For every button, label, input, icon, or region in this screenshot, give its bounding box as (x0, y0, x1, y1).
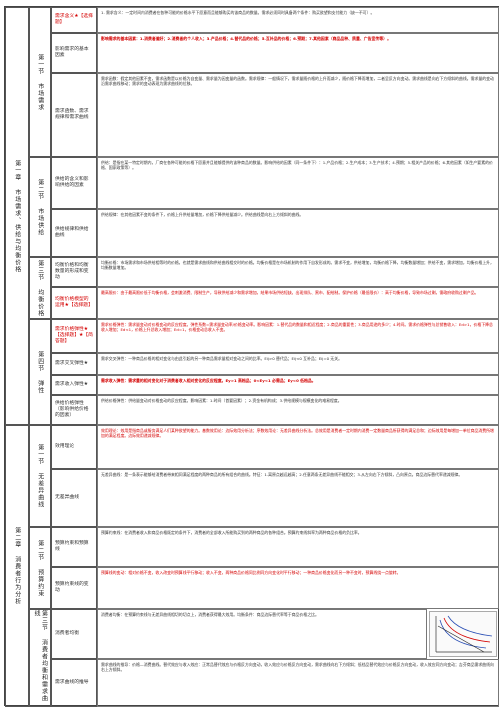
topic-supply-elasticity: 供给价格弹性（影响供给价格的因素） (51, 395, 97, 425)
indifference-curve-figure (429, 611, 497, 657)
topic-demand-function: 需求函数、需求规律和需求曲线 (51, 73, 97, 157)
note-consumer-equilibrium: 消费者均衡：在预算约束线与无差异曲线相切的切点上，消费者获得最大效用。均衡条件：… (97, 609, 427, 659)
note-budget-shift: 预算线的变动：相对价格不变，收入改变时预算线平行移动；收入不变，两种商品价格同比… (97, 567, 499, 609)
note-supply-elasticity: 供给价格弹性：供给量变动对价格变动的反应程度。影响因素：1.时间（首要因素）；2… (97, 395, 499, 425)
note-demand-derivation: 需求曲线的推导：价格—消费曲线。替代效应与收入效应：正常品替代效应与价格反方向变… (97, 659, 499, 707)
indifference-curve-graphic (435, 615, 493, 653)
topic-income-elasticity: 需求收入弹性★ (51, 375, 97, 395)
topic-price-elasticity: 需求价格弹性★【选择题】★【简答题】 (51, 319, 97, 353)
note-supply-definition: 供给：是指在某一特定时期内，厂商在各种可能的价格下愿意并且能够提供的该种商品的数… (97, 157, 499, 209)
section-1-2: 第二节 市场供给 (29, 157, 51, 257)
note-indifference-curve: 无差异曲线：是一条表示能够给消费者带来相同满足程度的两种商品的所有组合的曲线。特… (97, 469, 499, 527)
note-utility-theory: 效用理论：效用是指商品或服务满足人们某种欲望的能力。基数效用论：边际效用分析法；… (97, 425, 499, 469)
section-2-2: 第二节 预算约束 (29, 527, 51, 609)
note-budget-line: 预算约束线：在消费者收入和商品价格既定的条件下，消费者的全部收入所能购买到的两种… (97, 527, 499, 567)
topic-equilibrium-model: 均衡价格模型的运用★【选择题】 (51, 287, 97, 319)
chapter-1-title: 第一章 市场需求、供给与均衡价格 (5, 7, 29, 425)
topic-consumer-equilibrium: 消费者均衡 (51, 609, 97, 659)
outline-table: 第一章 市场需求、供给与均衡价格 第二章 消费者行为分析 第一节 市场需求 第二… (4, 6, 499, 707)
topic-utility-theory: 效用理论 (51, 425, 97, 469)
note-supply-law: 供给规律：在其他因素不变的条件下，价格上升供给量增加，价格下降供给量减少。供给曲… (97, 209, 499, 257)
note-income-elasticity: 需求收入弹性：需求量的相对变化对于消费者收入相对变化的反应程度。Ey>1 高档品… (97, 375, 499, 395)
topic-equilibrium-price: 均衡价格和均衡数量的形成和变动 (51, 257, 97, 287)
topic-supply-law: 供给规律和供给曲线 (51, 209, 97, 257)
note-equilibrium-model: 最高限价：由于最高限价低于均衡价格，会刺激消费、限制生产，导致供给减少和需求增加… (97, 287, 499, 319)
section-1-1: 第一节 市场需求 (29, 7, 51, 157)
topic-budget-shift: 预算约束线的变动 (51, 567, 97, 609)
note-equilibrium-price: 均衡价格：市场需求和市场供给相等时的价格，也就是需求曲线和供给曲线相交时的价格。… (97, 257, 499, 287)
note-cross-elasticity: 需求交叉弹性：一种商品价格的相对变化与由此引起的另一种商品需求量相对变动之间的比… (97, 353, 499, 375)
note-demand-definition: 1. 需求含义：一定时间内消费者在各种可能的价格水平下愿意而且能够购买的该商品的… (97, 7, 499, 33)
topic-demand-definition: 需求含义★【选择题】 (51, 7, 97, 33)
topic-cross-elasticity: 需求交叉弹性★ (51, 353, 97, 375)
chapter-2-title: 第二章 消费者行为分析 (5, 425, 29, 707)
topic-demand-derivation: 需求曲线的推导 (51, 659, 97, 707)
note-price-elasticity: 需求价格弹性：需求量变动对价格变动的反应程度。弹性系数=需求量变动率/价格变动率… (97, 319, 499, 353)
topic-indifference-curve: 无差异曲线 (51, 469, 97, 527)
section-1-3: 第三节 均衡价格 (29, 257, 51, 319)
note-demand-factors: 影响需求的基本因素：1.消费者偏好；2.消费者的个人收入；3.产品价格；4.替代… (97, 33, 499, 73)
note-demand-function: 需求函数：假定其他因素不变，需求函数是以价格为自变量、需求量为因变量的函数。需求… (97, 73, 499, 157)
section-2-1: 第一节 无差异曲线 (29, 425, 51, 527)
section-2-3: 第三节 消费者均衡和需求曲线 (29, 609, 51, 707)
section-1-4: 第四节 弹性 (29, 319, 51, 425)
topic-supply-definition: 供给的含义和影响供给的因素 (51, 157, 97, 209)
topic-budget-line: 预算约束和预算线 (51, 527, 97, 567)
topic-demand-factors: 影响需求的基本因素 (51, 33, 97, 73)
